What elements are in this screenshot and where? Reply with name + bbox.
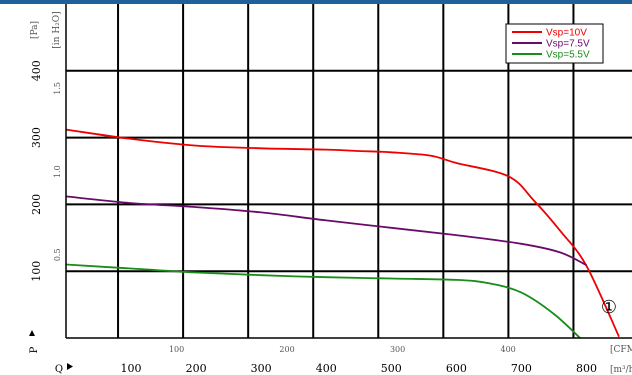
x-tick-label-6: 700 xyxy=(511,362,532,375)
x-tick-label-1: 200 xyxy=(186,362,207,375)
x-secondary-tick-label-0: 100 xyxy=(169,345,184,354)
y-tick-label-0: 100 xyxy=(30,261,43,282)
y-unit-label: [Pa] xyxy=(30,21,40,39)
y-axis-marker: P xyxy=(29,346,40,353)
top-frame-bar xyxy=(0,0,632,4)
y-axis-arrow-icon xyxy=(29,330,35,336)
y-tick-label-3: 400 xyxy=(30,60,43,81)
x-secondary-unit-label: [CFM] xyxy=(610,345,632,355)
x-secondary-tick-label-3: 400 xyxy=(500,345,515,354)
legend-label-1: Vsp=7.5V xyxy=(546,39,590,50)
y-tick-label-2: 300 xyxy=(30,127,43,148)
x-axis-arrow-icon xyxy=(67,363,73,370)
curve-marker-annotation: ① xyxy=(601,297,617,318)
y-secondary-unit-label: [in H₂O] xyxy=(52,11,62,48)
series-line-0 xyxy=(65,128,620,338)
x-tick-label-2: 300 xyxy=(251,362,272,375)
series-line-2 xyxy=(65,263,581,339)
y-secondary-tick-label-0: 0.5 xyxy=(53,248,62,261)
x-tick-label-4: 500 xyxy=(381,362,402,375)
x-unit-label: [m³/h] xyxy=(610,365,632,375)
x-tick-label-0: 100 xyxy=(121,362,142,375)
x-axis-marker: Q xyxy=(55,364,63,375)
x-tick-label-5: 600 xyxy=(446,362,467,375)
y-secondary-tick-label-1: 1.0 xyxy=(53,165,62,178)
curve-series xyxy=(65,128,620,339)
x-secondary-tick-label-2: 300 xyxy=(390,345,405,354)
legend-label-2: Vsp=5.5V xyxy=(546,50,590,61)
y-secondary-tick-label-2: 1.5 xyxy=(53,82,62,95)
x-tick-label-3: 400 xyxy=(316,362,337,375)
legend-label-0: Vsp=10V xyxy=(546,28,587,39)
x-secondary-tick-label-1: 200 xyxy=(279,345,294,354)
y-tick-label-1: 200 xyxy=(30,194,43,215)
x-tick-label-7: 800 xyxy=(576,362,597,375)
series-line-1 xyxy=(65,195,587,267)
